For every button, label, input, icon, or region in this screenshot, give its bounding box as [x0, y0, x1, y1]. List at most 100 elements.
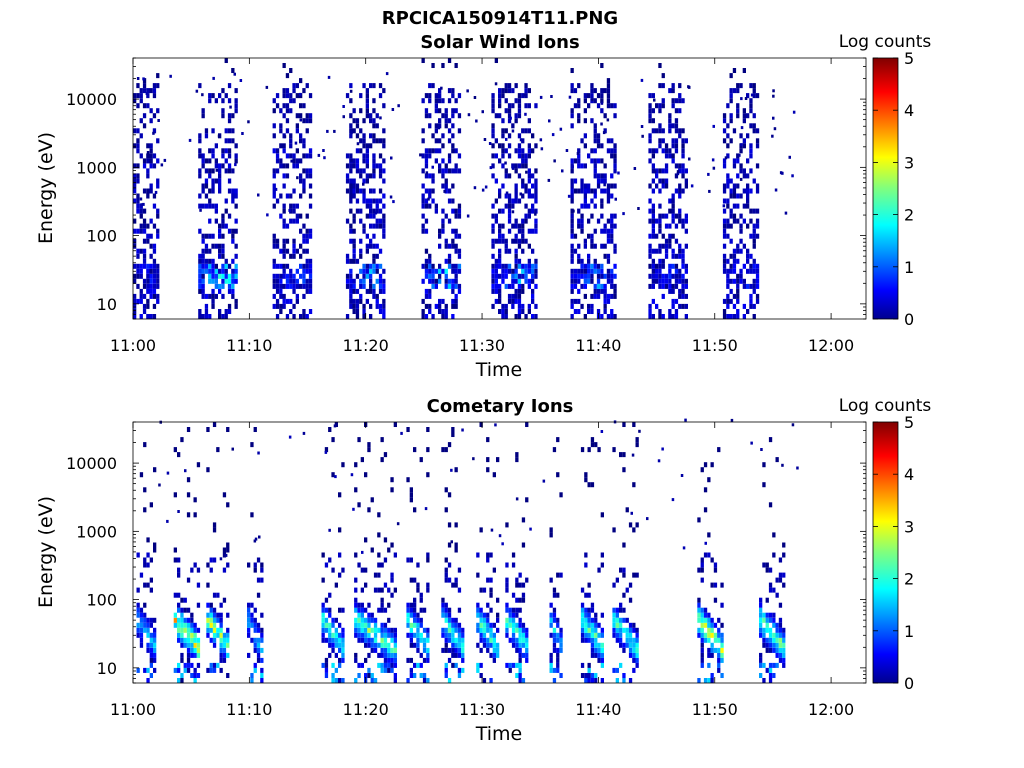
- heatmap-cell: [302, 268, 306, 274]
- heatmap-cell: [596, 103, 601, 109]
- heatmap-cell: [531, 263, 535, 269]
- heatmap-cell: [591, 98, 594, 102]
- heatmap-cell: [681, 128, 685, 134]
- heatmap-cell: [479, 673, 483, 679]
- heatmap-cell: [382, 298, 386, 304]
- heatmap-cell: [367, 442, 371, 448]
- heatmap-cell: [527, 153, 531, 159]
- heatmap-cell: [501, 88, 505, 94]
- heatmap-cell: [382, 268, 386, 274]
- heatmap-cell: [628, 622, 633, 628]
- heatmap-cell: [782, 642, 786, 648]
- heatmap-cell: [674, 278, 679, 284]
- heatmap-cell: [612, 612, 616, 618]
- heatmap-cell: [195, 89, 199, 93]
- heatmap-cell: [717, 447, 721, 453]
- heatmap-cell: [746, 248, 750, 254]
- heatmap-cell: [214, 158, 218, 164]
- heatmap-cell: [759, 652, 763, 658]
- heatmap-cell: [556, 632, 560, 638]
- heatmap-cell: [372, 108, 376, 114]
- heatmap-cell: [209, 637, 213, 643]
- heatmap-cell: [334, 627, 338, 633]
- heatmap-cell: [600, 678, 604, 684]
- heatmap-cell: [492, 622, 496, 628]
- heatmap-cell: [722, 158, 727, 164]
- heatmap-cell: [190, 652, 194, 658]
- heatmap-cell: [612, 617, 616, 623]
- heatmap-cell: [556, 572, 560, 578]
- heatmap-cell: [584, 617, 588, 623]
- heatmap-cell: [146, 103, 150, 109]
- heatmap-cell: [364, 627, 368, 633]
- heatmap-cell: [507, 143, 512, 149]
- heatmap-cell: [441, 602, 445, 608]
- heatmap-cell: [703, 507, 708, 513]
- heatmap-cell: [214, 203, 218, 209]
- heatmap-cell: [674, 213, 679, 219]
- heatmap-cell: [308, 168, 313, 174]
- heatmap-cell: [668, 309, 672, 315]
- heatmap-cell: [632, 637, 636, 643]
- heatmap-cell: [253, 637, 257, 643]
- heatmap-cell: [483, 138, 487, 141]
- heatmap-cell: [201, 113, 205, 119]
- heatmap-cell: [209, 622, 213, 628]
- heatmap-cell: [507, 193, 512, 199]
- heatmap-cell: [678, 248, 682, 254]
- heatmap-cell: [729, 208, 733, 214]
- heatmap-cell: [746, 93, 750, 99]
- heatmap-cell: [372, 153, 376, 159]
- heatmap-cell: [247, 652, 251, 658]
- heatmap-cell: [447, 243, 452, 249]
- heatmap-cell: [494, 218, 498, 224]
- heatmap-cell: [354, 632, 358, 638]
- heatmap-cell: [282, 273, 286, 279]
- heatmap-cell: [504, 238, 508, 244]
- heatmap-cell: [355, 198, 360, 204]
- heatmap-cell: [444, 572, 448, 578]
- heatmap-cell: [377, 532, 381, 538]
- heatmap-cell: [173, 592, 177, 598]
- heatmap-cell: [772, 587, 776, 593]
- heatmap-cell: [186, 627, 191, 633]
- heatmap-cell: [736, 283, 740, 289]
- heatmap-cell: [606, 238, 611, 244]
- heatmap-cell: [250, 442, 254, 448]
- heatmap-cell: [422, 607, 427, 613]
- heatmap-cell: [494, 298, 498, 304]
- heatmap-cell: [380, 642, 384, 648]
- heatmap-cell: [556, 662, 560, 668]
- heatmap-cell: [615, 678, 619, 684]
- heatmap-cell: [759, 657, 763, 663]
- heatmap-cell: [275, 93, 280, 99]
- heatmap-cell: [525, 642, 529, 648]
- heatmap-cell: [282, 253, 286, 259]
- panel-title: Solar Wind Ions: [420, 32, 579, 53]
- heatmap-cell: [610, 314, 614, 320]
- heatmap-cell: [577, 153, 581, 159]
- heatmap-cell: [444, 314, 448, 320]
- heatmap-cell: [152, 131, 155, 135]
- heatmap-cell: [635, 437, 639, 443]
- heatmap-cell: [570, 273, 574, 279]
- heatmap-cell: [752, 303, 756, 309]
- heatmap-cell: [428, 203, 432, 209]
- heatmap-cell: [362, 263, 366, 269]
- heatmap-cell: [355, 148, 360, 154]
- heatmap-cell: [387, 667, 391, 673]
- heatmap-cell: [372, 83, 376, 89]
- heatmap-cell: [369, 208, 373, 214]
- heatmap-cell: [349, 223, 353, 229]
- heatmap-cell: [568, 95, 572, 99]
- heatmap-cell: [224, 158, 228, 164]
- heatmap-cell: [324, 562, 329, 568]
- heatmap-cell: [447, 442, 452, 448]
- heatmap-cell: [352, 178, 356, 184]
- heatmap-cell: [509, 116, 512, 120]
- heatmap-cell: [184, 469, 187, 473]
- heatmap-cell: [416, 642, 420, 648]
- heatmap-cell: [580, 612, 585, 618]
- heatmap-cell: [606, 298, 611, 304]
- heatmap-cell: [676, 170, 680, 174]
